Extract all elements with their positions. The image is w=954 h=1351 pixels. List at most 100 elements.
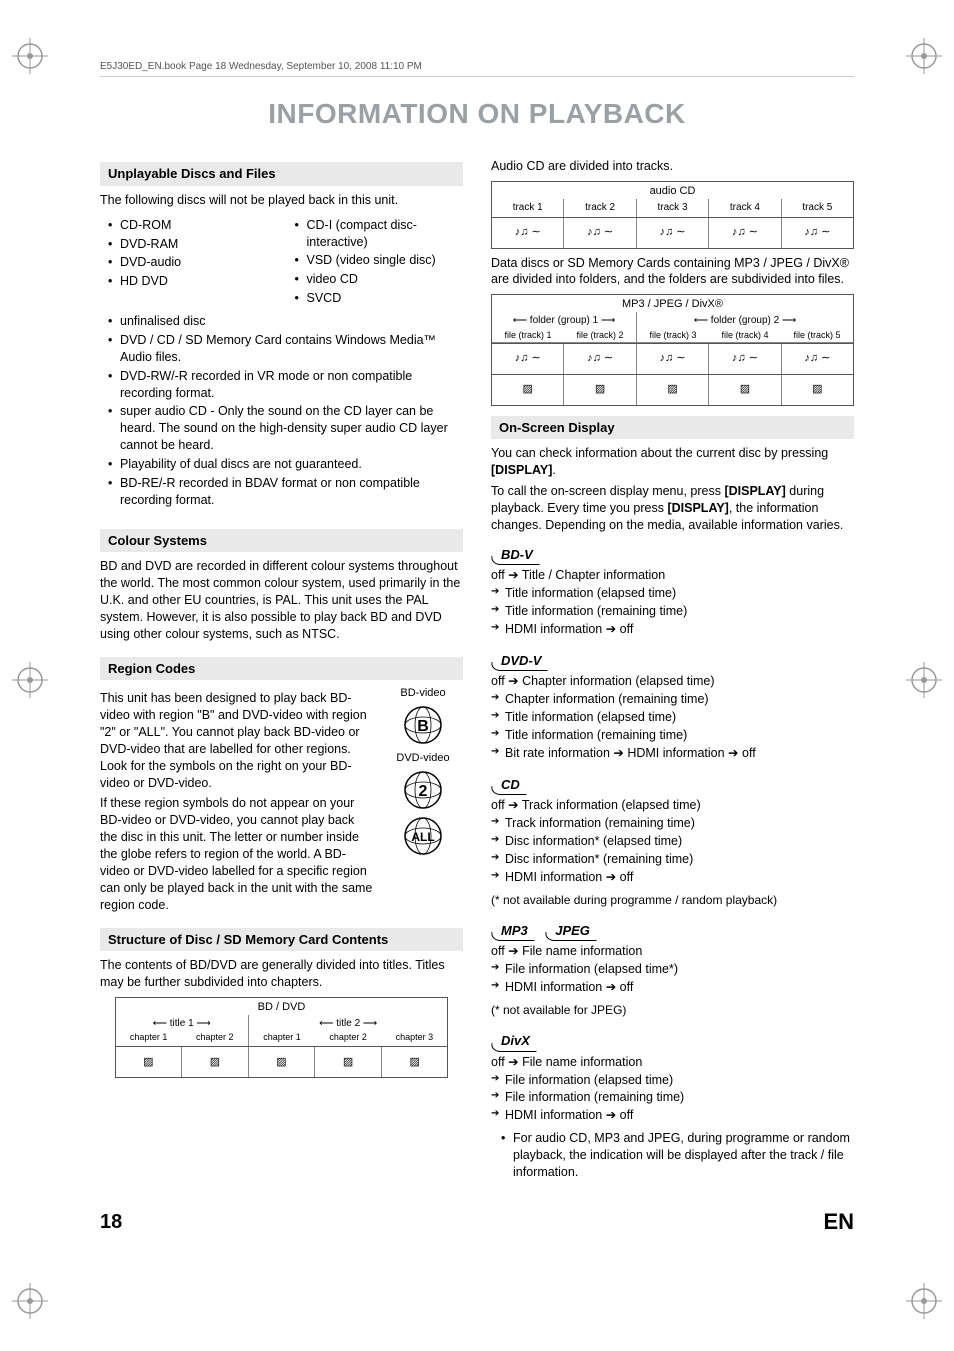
list-item: HDMI information ➔ off (491, 1107, 854, 1124)
list-item: Track information (remaining time) (491, 815, 854, 832)
dvdv-list: off ➔ Chapter information (elapsed time)… (491, 673, 854, 761)
audiocd-intro: Audio CD are divided into tracks. (491, 158, 854, 175)
heading-unplayable: Unplayable Discs and Files (100, 162, 463, 186)
thumbnail: ♪♫ ∼ (637, 344, 709, 374)
globe-all-icon: ALL (403, 816, 443, 856)
region-globes: BD-video B DVD-video 2 (383, 686, 463, 917)
list-item: HDMI information ➔ off (491, 869, 854, 886)
thumbnail: ▨ (637, 375, 709, 405)
thumbnail: ▨ (182, 1047, 249, 1077)
svg-text:B: B (417, 718, 429, 735)
list-item: off ➔ Track information (elapsed time) (491, 797, 854, 814)
datadisc-intro: Data discs or SD Memory Cards containing… (491, 255, 854, 289)
thumbnail: ♪♫ ∼ (709, 344, 781, 374)
thumbnail: ▨ (315, 1047, 382, 1077)
list-item: Title information (elapsed time) (491, 709, 854, 726)
thumbnail: ▨ (564, 375, 636, 405)
list-item: DVD-RW/-R recorded in VR mode or non com… (112, 368, 463, 402)
bd-dvd-diagram: BD / DVD ⟵ title 1 ⟶chapter 1chapter 2⟵ … (115, 997, 449, 1078)
track-cell: track 4 (709, 199, 781, 217)
list-item: Disc information* (elapsed time) (491, 833, 854, 850)
mp3-jpeg-list: off ➔ File name informationFile informat… (491, 943, 854, 996)
thumbnail: ♪♫ ∼ (782, 218, 853, 248)
list-item: Disc information* (remaining time) (491, 851, 854, 868)
unplayable-intro: The following discs will not be played b… (100, 192, 463, 209)
thumbnail: ♪♫ ∼ (564, 344, 636, 374)
list-item: off ➔ File name information (491, 943, 854, 960)
thumbnail: ♪♫ ∼ (564, 218, 636, 248)
footnote-list: For audio CD, MP3 and JPEG, during progr… (491, 1130, 854, 1181)
language-code: EN (823, 1207, 854, 1237)
list-item: Title information (remaining time) (491, 603, 854, 620)
list-item: Title information (remaining time) (491, 727, 854, 744)
label-dvd-video: DVD-video (383, 751, 463, 766)
thumbnail: ♪♫ ∼ (637, 218, 709, 248)
folder-diagram: MP3 / JPEG / DivX® ⟵ folder (group) 1 ⟶f… (491, 294, 854, 405)
page-stamp: E5J30ED_EN.book Page 18 Wednesday, Septe… (100, 60, 854, 77)
divx-list: off ➔ File name informationFile informat… (491, 1054, 854, 1125)
track-cell: track 3 (637, 199, 709, 217)
media-label-cd: CD (491, 776, 526, 794)
region-p1: This unit has been designed to play back… (100, 690, 373, 791)
thumbnail: ▨ (782, 375, 853, 405)
footnote: For audio CD, MP3 and JPEG, during progr… (505, 1130, 854, 1181)
heading-colour: Colour Systems (100, 529, 463, 553)
structure-intro: The contents of BD/DVD are generally div… (100, 957, 463, 991)
page-number: 18 (100, 1209, 122, 1236)
list-item: CD-ROM (112, 217, 277, 234)
heading-structure: Structure of Disc / SD Memory Card Conte… (100, 928, 463, 952)
osd-p2: To call the on-screen display menu, pres… (491, 483, 854, 534)
list-item: DVD-RAM (112, 236, 277, 253)
list-item: off ➔ File name information (491, 1054, 854, 1071)
list-item: super audio CD - Only the sound on the C… (112, 403, 463, 454)
thumbnail: ♪♫ ∼ (492, 218, 564, 248)
heading-osd: On-Screen Display (491, 416, 854, 440)
list-item: VSD (video single disc) (299, 252, 464, 269)
osd-p1: You can check information about the curr… (491, 445, 854, 479)
list-item: Playability of dual discs are not guaran… (112, 456, 463, 473)
media-label-bdv: BD-V (491, 546, 539, 564)
cd-note: (* not available during programme / rand… (491, 892, 854, 908)
thumbnail: ▨ (249, 1047, 316, 1077)
thumbnail: ♪♫ ∼ (709, 218, 781, 248)
region-p2: If these region symbols do not appear on… (100, 795, 373, 913)
page-title: INFORMATION ON PLAYBACK (100, 95, 854, 133)
media-label-divx: DivX (491, 1032, 536, 1050)
list-item: SVCD (299, 290, 464, 307)
list-item: Title information (elapsed time) (491, 585, 854, 602)
list-item: video CD (299, 271, 464, 288)
mp3-note: (* not available for JPEG) (491, 1002, 854, 1018)
audio-cd-diagram: audio CD track 1track 2track 3track 4tra… (491, 181, 854, 248)
list-item: DVD-audio (112, 254, 277, 271)
diagram-header: BD / DVD (116, 998, 448, 1015)
media-label-dvdv: DVD-V (491, 652, 547, 670)
title-cell: ⟵ title 2 ⟶chapter 1chapter 2chapter 3 (249, 1015, 448, 1047)
thumbnail: ▨ (382, 1047, 448, 1077)
diagram-header: audio CD (492, 182, 853, 199)
list-item: File information (remaining time) (491, 1089, 854, 1106)
list-item: Chapter information (remaining time) (491, 691, 854, 708)
svg-text:ALL: ALL (411, 830, 434, 844)
colour-body: BD and DVD are recorded in different col… (100, 558, 463, 642)
globe-2-icon: 2 (403, 770, 443, 810)
list-item: File information (elapsed time) (491, 1072, 854, 1089)
list-item: off ➔ Title / Chapter information (491, 567, 854, 584)
list-item: CD-I (compact disc-interactive) (299, 217, 464, 251)
globe-b-icon: B (403, 705, 443, 745)
list-item: HDMI information ➔ off (491, 979, 854, 996)
folder-group: ⟵ folder (group) 2 ⟶file (track) 3file (… (637, 312, 853, 342)
list-item: DVD / CD / SD Memory Card contains Windo… (112, 332, 463, 366)
svg-text:2: 2 (419, 783, 428, 800)
list-item: unfinalised disc (112, 313, 463, 330)
track-cell: track 2 (564, 199, 636, 217)
right-column: Audio CD are divided into tracks. audio … (491, 154, 854, 1182)
list-item: BD-RE/-R recorded in BDAV format or non … (112, 475, 463, 509)
list-item: HDMI information ➔ off (491, 621, 854, 638)
list-item: off ➔ Chapter information (elapsed time) (491, 673, 854, 690)
left-column: Unplayable Discs and Files The following… (100, 154, 463, 1182)
unplayable-list-b: CD-I (compact disc-interactive)VSD (vide… (287, 215, 464, 309)
thumbnail: ♪♫ ∼ (492, 344, 564, 374)
track-cell: track 1 (492, 199, 564, 217)
bdv-list: off ➔ Title / Chapter informationTitle i… (491, 567, 854, 638)
page-footer: 18 EN (100, 1207, 854, 1237)
